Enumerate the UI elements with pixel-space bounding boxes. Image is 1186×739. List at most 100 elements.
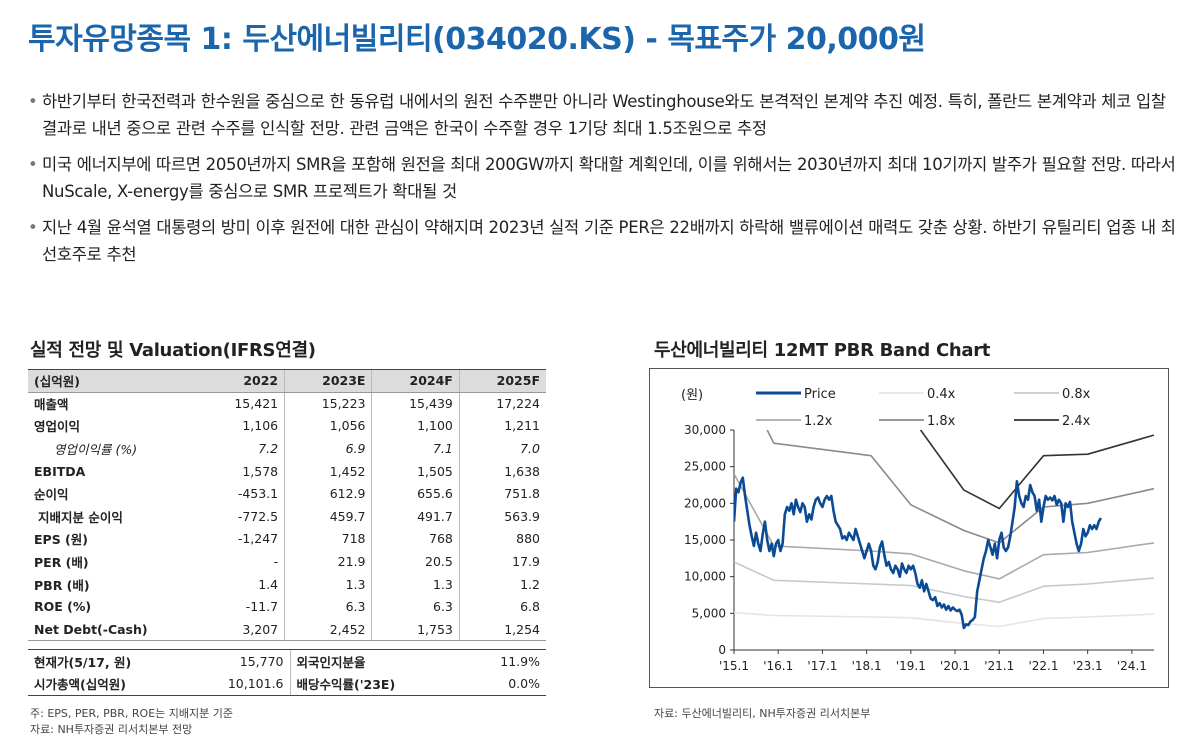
- price-line: [734, 476, 1103, 630]
- table-row: PER (배) - 21.9 20.5 17.9: [28, 550, 546, 573]
- cell: 880: [458, 527, 546, 551]
- y-tick-label: 20,000: [684, 496, 726, 510]
- cell: 15,421: [234, 396, 279, 412]
- cell: 1,056: [284, 414, 372, 438]
- row-label: 매출액: [34, 397, 69, 413]
- row-label: 영업이익률 (%): [54, 442, 138, 458]
- cell: 15,223: [284, 392, 372, 415]
- cell: 20.5: [371, 550, 460, 573]
- y-tick-label: 10,000: [684, 570, 726, 584]
- table-row: 영업이익 1,106 1,056 1,100 1,211: [28, 414, 546, 438]
- cell: 1,753: [371, 618, 460, 642]
- cell: 459.7: [284, 505, 372, 528]
- cell: 21.9: [284, 550, 372, 573]
- table-row: EBITDA 1,578 1,452 1,505 1,638: [28, 459, 546, 483]
- row-label: EBITDA: [34, 463, 86, 479]
- cell: 655.6: [371, 482, 460, 506]
- bullet-item: 하반기부터 한국전력과 한수원을 중심으로 한 동유럽 내에서의 원전 수주뿐만…: [28, 88, 1180, 142]
- table-row: 영업이익률 (%) 7.2 6.9 7.1 7.0: [28, 437, 546, 460]
- cell: 563.9: [458, 505, 546, 528]
- cell: 6.8: [458, 595, 546, 619]
- cell: 10,101.6: [198, 672, 290, 696]
- bullet-item: 미국 에너지부에 따르면 2050년까지 SMR을 포함해 원전을 최대 200…: [28, 151, 1180, 205]
- cell: -11.7: [245, 599, 279, 615]
- cell: 7.1: [371, 437, 460, 460]
- cell: 1.4: [258, 576, 279, 592]
- cell: 1,100: [371, 414, 460, 438]
- table-row: 순이익 -453.1 612.9 655.6 751.8: [28, 482, 546, 506]
- pbr-band-2-4x: [919, 429, 1154, 510]
- table-header-row: (십억원) 2022 2023E 2024F 2025F: [28, 369, 546, 393]
- cell: 491.7: [371, 505, 460, 528]
- cell: 0.0%: [464, 672, 546, 696]
- legend-label: 1.8x: [927, 414, 956, 429]
- cell: 1.2: [458, 572, 546, 596]
- table-row: 현재가(5/17, 원) 15,770 외국인지분율 11.9%: [28, 649, 546, 673]
- chart-source: 자료: 두산에너빌리티, NH투자증권 리서치본부: [654, 707, 871, 720]
- header-cell: (십억원): [28, 369, 198, 393]
- row-label: Net Debt(-Cash): [28, 618, 198, 642]
- row-label: 외국인지분율: [289, 649, 465, 673]
- pbr-band-0-4x: [734, 611, 1154, 628]
- cell: 1,505: [371, 459, 460, 483]
- bullet-item: 지난 4월 윤석열 대통령의 방미 이후 원전에 대한 관심이 약해지며 202…: [28, 214, 1180, 268]
- cell: 6.3: [371, 595, 460, 619]
- chart-frame: [649, 368, 1169, 688]
- cell: 17,224: [458, 392, 546, 415]
- cell: 751.8: [458, 482, 546, 506]
- table-row: EPS (원) -1,247 718 768 880: [28, 527, 546, 551]
- pbr-band-0-8x: [734, 561, 1154, 604]
- pbr-band-1-2x: [734, 473, 1154, 580]
- header-cell: 2025F: [458, 369, 546, 393]
- y-axis-label: (원): [681, 388, 703, 403]
- row-label: ROE (%): [34, 599, 92, 615]
- cell: 1,578: [242, 463, 279, 479]
- cell: 768: [371, 527, 460, 551]
- table-row: ROE (%) -11.7 6.3 6.3 6.8: [28, 595, 546, 619]
- market-info-table: 현재가(5/17, 원) 15,770 외국인지분율 11.9% 시가총액(십억…: [28, 649, 546, 696]
- table-row: Net Debt(-Cash) 3,207 2,452 1,753 1,254: [28, 618, 546, 642]
- cell: -772.5: [237, 508, 279, 524]
- cell: 6.9: [284, 437, 372, 460]
- x-tick-label: '16.1: [763, 659, 793, 673]
- cell: 1,211: [458, 414, 546, 438]
- y-tick-label: 25,000: [684, 460, 726, 474]
- row-label: EPS (원): [34, 532, 88, 548]
- x-tick-label: '22.1: [1028, 659, 1058, 673]
- cell: 7.0: [458, 437, 546, 460]
- x-tick-label: '17.1: [807, 659, 837, 673]
- legend-label: 1.2x: [804, 414, 833, 429]
- x-tick-label: '18.1: [852, 659, 882, 673]
- row-label: 영업이익: [34, 419, 81, 435]
- pbr-band-chart: 0 5,000 10,000 15,000 20,000 25,000 30,000 '15.…: [649, 368, 1169, 688]
- x-tick-label: '20.1: [940, 659, 970, 673]
- row-label: 지배지분 순이익: [38, 509, 123, 525]
- row-label: 현재가(5/17, 원): [28, 649, 198, 673]
- chart-title: 두산에너빌리티 12MT PBR Band Chart: [654, 340, 991, 361]
- row-label: 시가총액(십억원): [28, 672, 198, 696]
- legend-label: Price: [804, 387, 836, 402]
- cell: 7.2: [258, 441, 279, 457]
- cell: 1,638: [458, 459, 546, 483]
- cell: 6.3: [284, 595, 372, 619]
- x-tick-label: '24.1: [1117, 659, 1147, 673]
- y-tick-label: 15,000: [684, 533, 726, 547]
- y-tick-label: 5,000: [692, 606, 726, 620]
- y-tick-label: 30,000: [684, 423, 726, 437]
- row-label: PER (배): [34, 555, 89, 571]
- cell: 3,207: [198, 618, 285, 642]
- header-cell: 2024F: [371, 369, 460, 393]
- cell: 1.3: [371, 572, 460, 596]
- table-row: PBR (배) 1.4 1.3 1.3 1.2: [28, 572, 546, 596]
- legend-label: 2.4x: [1062, 414, 1091, 429]
- x-tick-label: '23.1: [1073, 659, 1103, 673]
- cell: 1,452: [284, 459, 372, 483]
- cell: 1,254: [458, 618, 546, 642]
- table-row: 시가총액(십억원) 10,101.6 배당수익률('23E) 0.0%: [28, 672, 546, 696]
- cell: 612.9: [284, 482, 372, 506]
- cell: 1,106: [242, 418, 279, 434]
- cell: -453.1: [237, 486, 279, 502]
- table-row: 지배지분 순이익 -772.5 459.7 491.7 563.9: [28, 505, 546, 528]
- cell: 15,770: [198, 649, 290, 673]
- legend-label: 0.8x: [1062, 387, 1091, 402]
